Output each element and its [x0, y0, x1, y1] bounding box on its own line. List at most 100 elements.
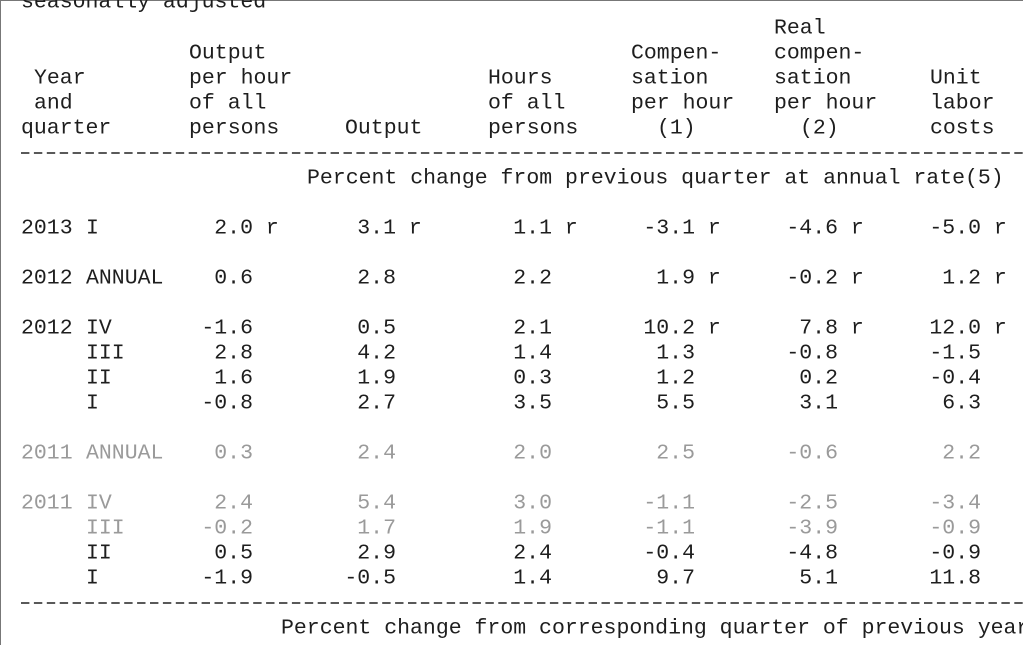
cell-value: 0.6	[214, 267, 253, 291]
cell-value: 0.2	[799, 367, 838, 391]
cell-value: 3.1	[799, 392, 838, 416]
cell-value: 2.4	[513, 542, 552, 566]
revision-flag: r	[708, 267, 721, 291]
cell-value: 4.2	[357, 342, 396, 366]
cell-value: -5.0	[929, 217, 981, 241]
cell-value: 1.9	[513, 517, 552, 541]
cell-value: 3.0	[513, 492, 552, 516]
revision-flag: r	[266, 217, 279, 241]
column-header: of all	[189, 92, 266, 116]
column-header: (2)	[800, 117, 839, 141]
cell-value: -0.4	[929, 367, 981, 391]
cell-value: 0.5	[357, 317, 396, 341]
cell-value: 9.7	[656, 567, 695, 591]
cell-value: 11.8	[929, 567, 981, 591]
cell-value: 12.0	[929, 317, 981, 341]
cell-value: 0.5	[214, 542, 253, 566]
quarter: III	[86, 517, 125, 541]
column-header: Output	[189, 42, 266, 66]
column-header: Hours	[488, 67, 553, 91]
cell-value: 1.4	[513, 567, 552, 591]
cell-value: 1.1	[513, 217, 552, 241]
cell-value: -4.6	[786, 217, 838, 241]
column-header: sation	[774, 67, 851, 91]
cell-value: 3.5	[513, 392, 552, 416]
cell-value: 2.2	[942, 442, 981, 466]
section-title: Percent change from corresponding quarte…	[281, 617, 1023, 641]
revision-flag: r	[565, 217, 578, 241]
quarter: II	[86, 542, 112, 566]
column-header: labor	[930, 92, 995, 116]
quarter: ANNUAL	[86, 442, 163, 466]
cell-value: 2.8	[214, 342, 253, 366]
column-header: per hour	[774, 92, 877, 116]
quarter: IV	[86, 492, 112, 516]
subtitle: seasonally adjusted	[21, 0, 266, 15]
cell-value: 1.3	[656, 342, 695, 366]
column-header: compen-	[774, 42, 864, 66]
cell-value: 2.7	[357, 392, 396, 416]
cell-value: 2.0	[214, 217, 253, 241]
cell-value: -1.1	[643, 492, 695, 516]
cell-value: 5.4	[357, 492, 396, 516]
year: 2011	[21, 492, 73, 516]
revision-flag: r	[708, 217, 721, 241]
cell-value: 1.4	[513, 342, 552, 366]
column-header: persons	[189, 117, 279, 141]
year: 2012	[21, 317, 73, 341]
cell-value: 2.9	[357, 542, 396, 566]
cell-value: 7.8	[799, 317, 838, 341]
quarter: I	[86, 392, 99, 416]
cell-value: 2.4	[357, 442, 396, 466]
cell-value: 0.3	[513, 367, 552, 391]
quarter: IV	[86, 317, 112, 341]
cell-value: 5.5	[656, 392, 695, 416]
column-header: sation	[631, 67, 708, 91]
cell-value: -3.4	[929, 492, 981, 516]
cell-value: -0.2	[786, 267, 838, 291]
section-title: Percent change from previous quarter at …	[307, 167, 1004, 191]
column-header: Year	[34, 67, 86, 91]
revision-flag: r	[851, 267, 864, 291]
cell-value: 2.4	[214, 492, 253, 516]
cell-value: 1.9	[357, 367, 396, 391]
cell-value: -1.5	[929, 342, 981, 366]
column-header: Real	[774, 17, 826, 41]
revision-flag: r	[994, 267, 1007, 291]
cell-value: -0.9	[929, 542, 981, 566]
year: 2011	[21, 442, 73, 466]
revision-flag: r	[708, 317, 721, 341]
cell-value: 2.8	[357, 267, 396, 291]
cell-value: 1.9	[656, 267, 695, 291]
cell-value: 2.2	[513, 267, 552, 291]
revision-flag: r	[851, 317, 864, 341]
cell-value: 2.1	[513, 317, 552, 341]
year: 2013	[21, 217, 73, 241]
column-header: Output	[345, 117, 422, 141]
cell-value: 1.2	[942, 267, 981, 291]
cell-value: 1.7	[357, 517, 396, 541]
quarter: ANNUAL	[86, 267, 163, 291]
quarter: I	[86, 217, 99, 241]
column-header: of all	[488, 92, 565, 116]
revision-flag: r	[851, 217, 864, 241]
quarter: II	[86, 367, 112, 391]
column-header: per hour	[189, 67, 292, 91]
column-header: persons	[488, 117, 578, 141]
cell-value: -1.6	[201, 317, 253, 341]
quarter: I	[86, 567, 99, 591]
cell-value: 5.1	[799, 567, 838, 591]
column-header: costs	[930, 117, 995, 141]
cell-value: -0.9	[929, 517, 981, 541]
cell-value: 1.2	[656, 367, 695, 391]
cell-value: -3.1	[643, 217, 695, 241]
cell-value: -0.2	[201, 517, 253, 541]
cell-value: -0.4	[643, 542, 695, 566]
cell-value: 10.2	[643, 317, 695, 341]
cell-value: 0.3	[214, 442, 253, 466]
revision-flag: r	[994, 217, 1007, 241]
column-header: Compen-	[631, 42, 721, 66]
